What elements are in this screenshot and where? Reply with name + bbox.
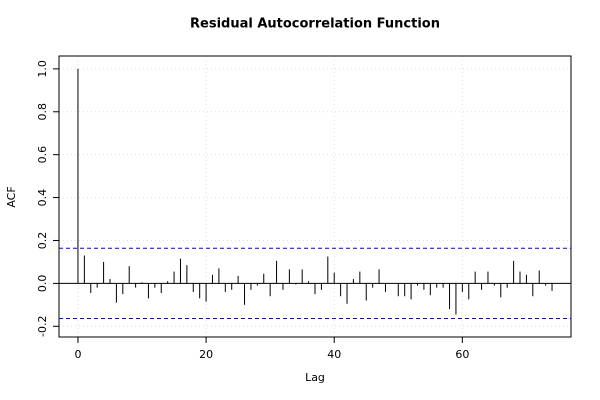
y-tick-label: 0.2 [36, 232, 49, 250]
x-tick-label: 40 [327, 348, 341, 361]
x-tick-label: 20 [199, 348, 213, 361]
y-tick-label: 0.8 [36, 103, 49, 121]
y-tick-label: 0.4 [36, 189, 49, 207]
x-tick-label: 0 [74, 348, 81, 361]
chart-title: Residual Autocorrelation Function [190, 17, 440, 32]
x-axis-label: Lag [305, 371, 325, 384]
y-axis-label: ACF [5, 186, 18, 207]
y-tick-label: 0.6 [36, 146, 49, 164]
x-tick-label: 60 [455, 348, 469, 361]
plot-frame [58, 55, 572, 338]
y-tick-label: 0.0 [36, 275, 49, 293]
y-tick-label: 1.0 [36, 60, 49, 78]
y-tick-label: -0.2 [36, 316, 49, 337]
